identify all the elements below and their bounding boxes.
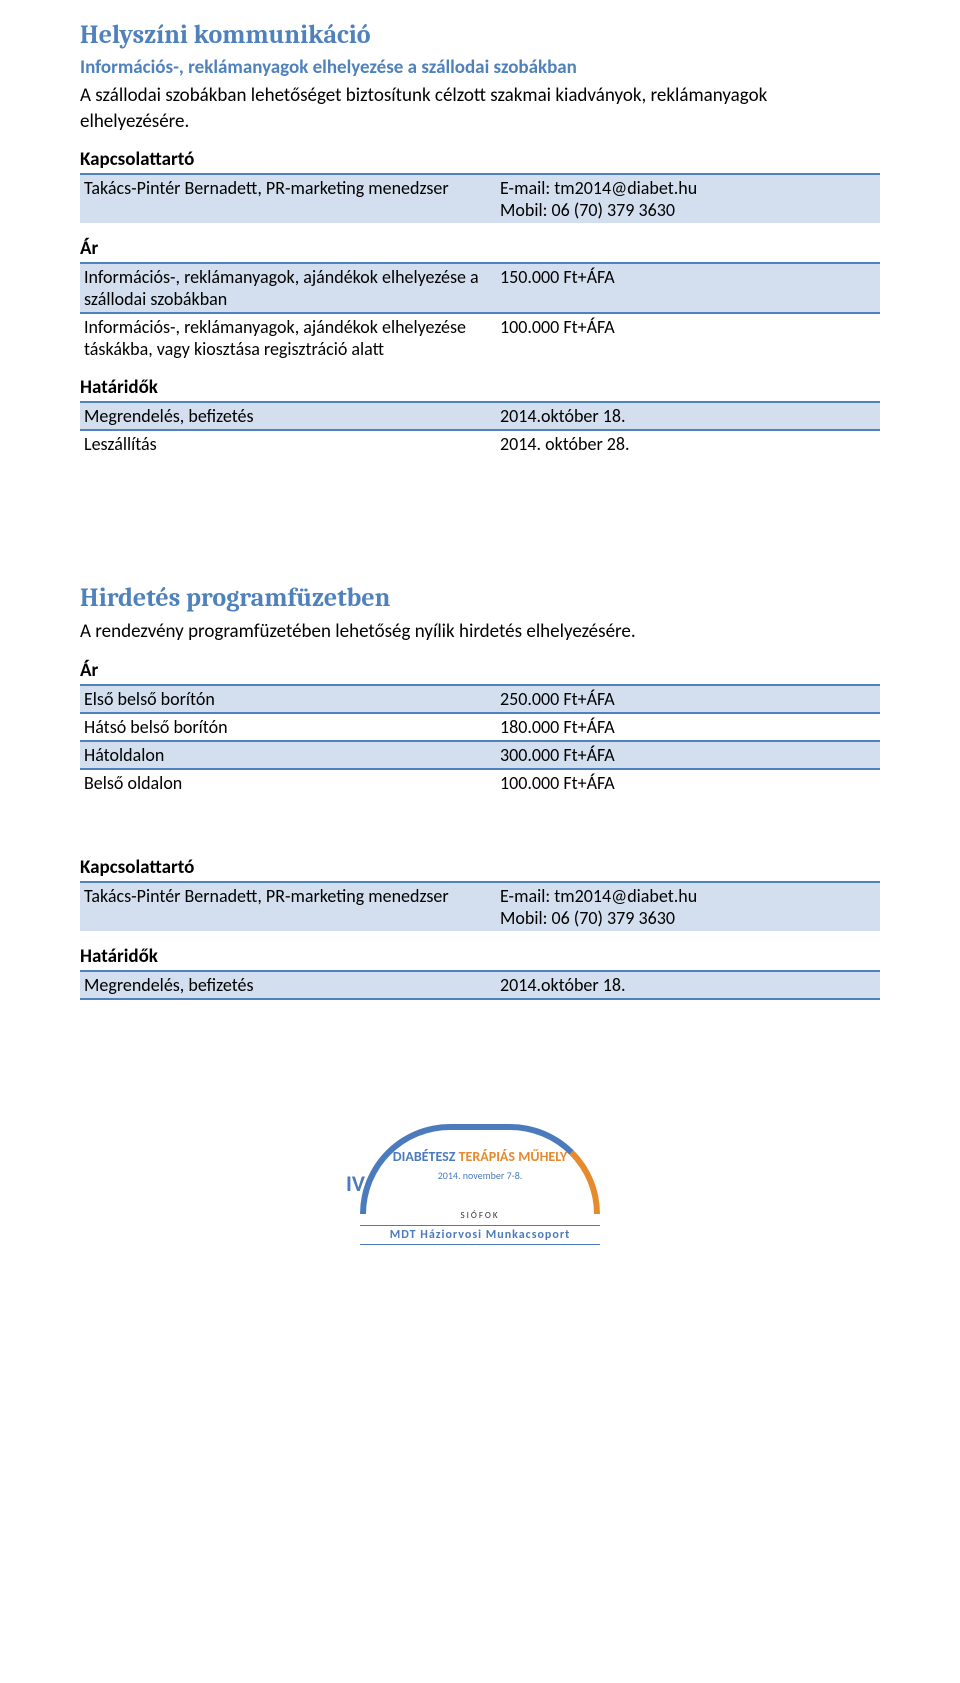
logo-line2: TERÁPIÁS MŰHELY (459, 1148, 568, 1165)
contact-email-1: E-mail: tm2014@diabet.hu (500, 177, 697, 199)
section2-body: A rendezvény programfüzetében lehetőség … (80, 619, 880, 645)
p2-row-1-left: Első belső borítón (80, 685, 496, 713)
contact-left-2: Takács-Pintér Bernadett, PR-marketing me… (84, 885, 449, 907)
section1-subtitle: Információs-, reklámanyagok elhelyezése … (80, 56, 880, 79)
p2-row-4-left: Belső oldalon (80, 769, 496, 796)
price-row-1-right: 150.000 Ft+ÁFA (496, 263, 880, 313)
contact-mobile-1: Mobil: 06 (70) 379 3630 (500, 199, 675, 221)
footer-logo: IV. DIABÉTESZ TERÁPIÁS MŰHELY 2014. nove… (80, 1124, 880, 1245)
contact-mobile-2: Mobil: 06 (70) 379 3630 (500, 907, 675, 929)
logo-line1: DIABÉTESZ (393, 1148, 456, 1165)
p2-row-4-right: 100.000 Ft+ÁFA (496, 769, 880, 796)
p2-row-3-right: 300.000 Ft+ÁFA (496, 741, 880, 769)
d2-row-1-right: 2014.október 18. (496, 971, 880, 999)
deadline-row-2-left: Leszállítás (80, 430, 496, 457)
contact-name-1: Takács-Pintér Bernadett, PR-marketing me… (80, 174, 496, 223)
price-row-1-left: Információs-, reklámanyagok, ajándékok e… (80, 263, 496, 313)
price-row-2-right: 100.000 Ft+ÁFA (496, 313, 880, 362)
deadline-heading-1: Határidők (80, 376, 880, 399)
deadline-table-2: Megrendelés, befizetés 2014.október 18. (80, 970, 880, 1004)
contact-table-1: Takács-Pintér Bernadett, PR-marketing me… (80, 173, 880, 223)
price-heading-2: Ár (80, 659, 880, 682)
deadline-row-1-left: Megrendelés, befizetés (80, 402, 496, 430)
price-heading-1: Ár (80, 237, 880, 260)
price-table-1: Információs-, reklámanyagok, ajándékok e… (80, 262, 880, 362)
p2-row-2-left: Hátsó belső borítón (80, 713, 496, 741)
contact-email-2: E-mail: tm2014@diabet.hu (500, 885, 697, 907)
deadline-table-1: Megrendelés, befizetés 2014.október 18. … (80, 401, 880, 457)
contact-info-2: E-mail: tm2014@diabet.hu Mobil: 06 (70) … (496, 882, 880, 931)
deadline-row-2-right: 2014. október 28. (496, 430, 880, 457)
p2-row-3-left: Hátoldalon (80, 741, 496, 769)
deadline-row-1-right: 2014.október 18. (496, 402, 880, 430)
p2-row-1-right: 250.000 Ft+ÁFA (496, 685, 880, 713)
p2-row-2-right: 180.000 Ft+ÁFA (496, 713, 880, 741)
deadline-heading-2: Határidők (80, 945, 880, 968)
section1-body: A szállodai szobákban lehetőséget biztos… (80, 83, 880, 134)
logo-date: 2014. november 7-8. (366, 1169, 594, 1182)
contact-left-1: Takács-Pintér Bernadett, PR-marketing me… (84, 177, 449, 199)
d2-row-1-left: Megrendelés, befizetés (80, 971, 496, 999)
price-table-2: Első belső borítón 250.000 Ft+ÁFA Hátsó … (80, 684, 880, 796)
section2-title: Hirdetés programfüzetben (80, 583, 880, 613)
contact-heading-1: Kapcsolattartó (80, 148, 880, 171)
contact-table-2: Takács-Pintér Bernadett, PR-marketing me… (80, 881, 880, 931)
contact-info-1: E-mail: tm2014@diabet.hu Mobil: 06 (70) … (496, 174, 880, 223)
section1-title: Helyszíni kommunikáció (80, 20, 880, 50)
contact-heading-2: Kapcsolattartó (80, 856, 880, 879)
logo-subtitle: MDT Háziorvosi Munkacsoport (360, 1225, 600, 1245)
price-row-2-left: Információs-, reklámanyagok, ajándékok e… (80, 313, 496, 362)
contact-name-2: Takács-Pintér Bernadett, PR-marketing me… (80, 882, 496, 931)
